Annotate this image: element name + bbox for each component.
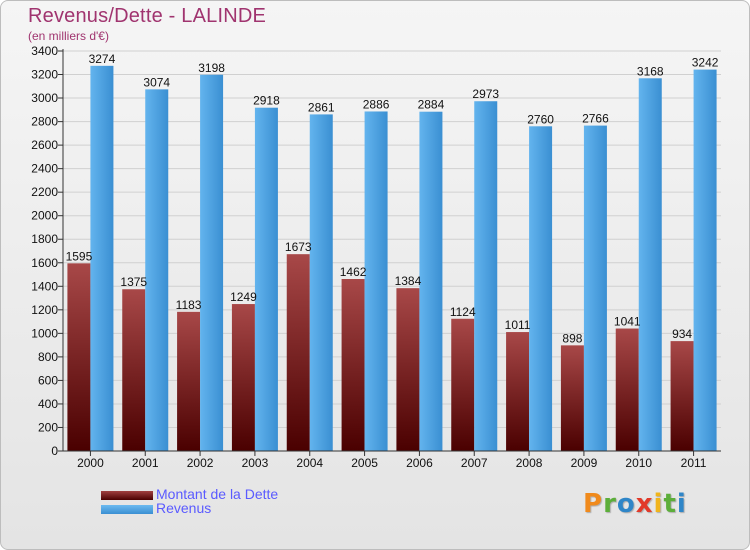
data-labels: 1595 3274 1375 3074 1183 3198 1249 2918 1673 2861… <box>66 52 719 346</box>
legend-label-revenus: Revenus <box>156 500 212 516</box>
y-tick-label: 3400 <box>31 44 58 58</box>
bar-revenus <box>693 69 717 452</box>
x-tick-label: 2011 <box>681 456 707 470</box>
legend-label-dette: Montant de la Dette <box>156 486 279 502</box>
bar-dette-label: 934 <box>672 327 692 341</box>
bars <box>67 65 717 452</box>
bar-revenus <box>90 65 114 451</box>
bar-dette <box>177 311 201 451</box>
bar-dette-label: 1183 <box>176 298 202 312</box>
bar-dette <box>286 254 310 451</box>
bar-revenus-label: 2766 <box>582 112 609 126</box>
x-tick-label: 2010 <box>625 456 652 470</box>
bar-revenus <box>254 107 278 452</box>
bar-revenus <box>309 114 333 451</box>
bar-revenus <box>364 111 388 452</box>
x-tick-label: 2005 <box>351 456 378 470</box>
x-tick-label: 2008 <box>516 456 543 470</box>
y-tick-label: 0 <box>51 444 58 458</box>
grid-lines <box>63 50 721 452</box>
bar-revenus-label: 3242 <box>692 56 719 70</box>
bar-dette-label: 1041 <box>614 315 641 329</box>
bar-dette <box>122 289 146 451</box>
bar-revenus <box>200 74 224 451</box>
bar-revenus <box>474 101 498 451</box>
y-tick-label: 800 <box>38 350 58 364</box>
bar-revenus-label: 2918 <box>253 94 280 108</box>
y-tick-label: 1400 <box>31 279 58 293</box>
bar-dette <box>396 288 420 451</box>
bar-revenus <box>419 111 443 452</box>
y-tick-label: 1000 <box>31 326 58 340</box>
bar-dette-label: 1249 <box>230 290 257 304</box>
x-tick-label: 2009 <box>571 456 598 470</box>
bar-revenus-label: 2886 <box>363 97 390 111</box>
bar-dette <box>231 304 255 451</box>
bar-revenus-label: 2884 <box>418 98 445 112</box>
bar-dette-label: 1375 <box>120 275 147 289</box>
bar-dette-label: 1124 <box>450 305 476 319</box>
y-tick-label: 2000 <box>31 209 58 223</box>
bar-dette-label: 1462 <box>340 265 367 279</box>
y-tick-label: 2800 <box>31 115 58 129</box>
bar-revenus-label: 3168 <box>637 64 664 78</box>
bar-dette <box>451 318 475 451</box>
bar-dette-label: 1384 <box>395 274 422 288</box>
bar-dette <box>615 328 639 451</box>
legend-swatch-dette <box>101 491 153 500</box>
x-tick-label: 2002 <box>187 456 214 470</box>
bar-revenus <box>638 78 662 451</box>
bar-dette <box>506 332 530 451</box>
legend-swatch-revenus <box>101 505 153 514</box>
chart-subtitle: (en milliers d'€) <box>28 29 109 43</box>
bar-revenus <box>145 89 169 452</box>
x-tick-label: 2004 <box>296 456 323 470</box>
bar-dette <box>67 263 91 451</box>
y-tick-label: 200 <box>38 420 58 434</box>
y-tick-label: 3200 <box>31 68 58 82</box>
y-tick-label: 1600 <box>31 256 58 270</box>
y-tick-label: 2400 <box>31 162 58 176</box>
y-tick-label: 2600 <box>31 138 58 152</box>
y-tick-label: 1200 <box>31 303 58 317</box>
bar-dette-label: 898 <box>562 331 582 345</box>
bar-revenus-label: 2973 <box>472 87 499 101</box>
bar-dette-label: 1011 <box>505 318 531 332</box>
bar-dette <box>560 345 584 451</box>
bar-revenus-label: 3274 <box>89 52 116 66</box>
x-tick-label: 2006 <box>406 456 433 470</box>
bar-dette-label: 1673 <box>285 240 312 254</box>
bar-revenus-label: 3198 <box>198 61 225 75</box>
x-tick-label: 2007 <box>461 456 488 470</box>
proxiti-logo: Proxiti <box>583 489 687 519</box>
bar-revenus-label: 2760 <box>527 112 554 126</box>
x-tick-label: 2001 <box>132 456 159 470</box>
y-tick-label: 600 <box>38 373 58 387</box>
x-tick-label: 2000 <box>77 456 104 470</box>
bar-dette <box>670 341 694 451</box>
y-tick-label: 3000 <box>31 91 58 105</box>
bar-revenus-label: 2861 <box>308 100 335 114</box>
y-tick-label: 2200 <box>31 185 58 199</box>
x-tick-label: 2003 <box>242 456 269 470</box>
axes: 0 200 400 600 800 1000 1200 1400 1600 1800 2000 220… <box>31 44 721 470</box>
bar-revenus <box>529 126 553 451</box>
y-tick-label: 1800 <box>31 232 58 246</box>
chart-title: Revenus/Dette - LALINDE <box>28 5 267 27</box>
bar-revenus <box>583 125 607 452</box>
y-tick-label: 400 <box>38 397 58 411</box>
bar-dette-label: 1595 <box>66 249 93 263</box>
bar-revenus-label: 3074 <box>143 75 170 89</box>
bar-dette <box>341 279 365 451</box>
